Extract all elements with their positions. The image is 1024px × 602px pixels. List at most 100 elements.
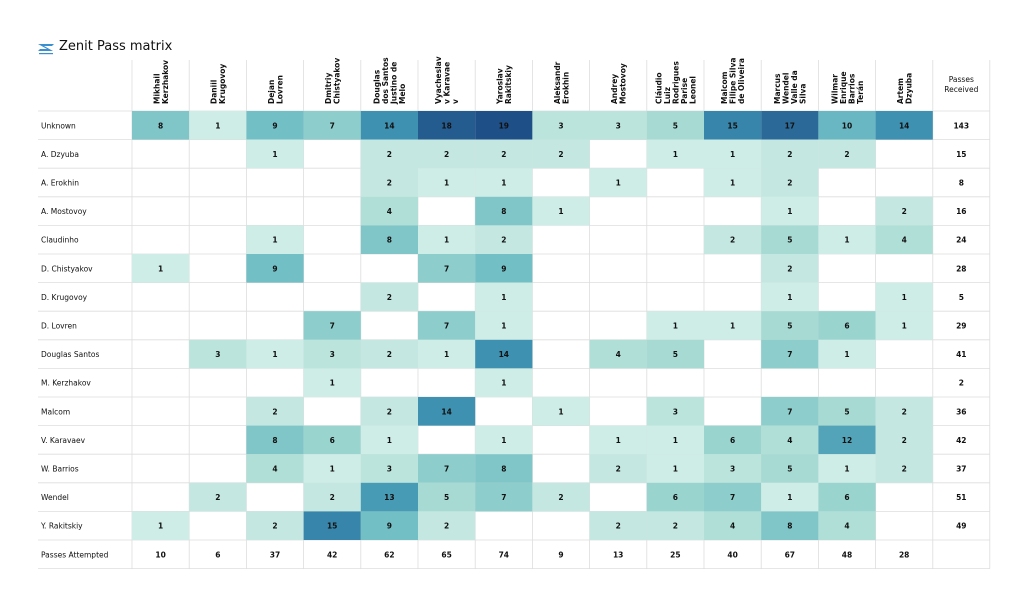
passes-received-value: 16 <box>956 207 966 216</box>
heatmap-cell <box>646 139 704 169</box>
heatmap-cell <box>418 511 476 540</box>
heatmap-cell <box>761 482 819 512</box>
heatmap-cell <box>360 454 418 483</box>
column-label: Justino de <box>390 62 399 105</box>
heatmap-cell <box>418 254 476 283</box>
heatmap-cell <box>704 111 762 140</box>
cell-value-label: 2 <box>844 150 849 159</box>
passes-attempted-value: 62 <box>384 550 394 559</box>
column-label: Kerzhakov <box>161 60 170 104</box>
cell-value-label: 18 <box>441 121 451 130</box>
row-label: Malcom <box>41 407 70 416</box>
column-label: Melo <box>398 84 407 104</box>
passes-received-header: Received <box>944 85 978 94</box>
heatmap-cell <box>303 368 361 397</box>
heatmap-cell <box>818 111 876 140</box>
cell-value-label: 1 <box>272 236 277 245</box>
cell-value-label: 2 <box>387 407 392 416</box>
heatmap-cell <box>761 254 819 283</box>
passes-attempted-value: 37 <box>270 550 280 559</box>
heatmap-cell <box>360 111 418 140</box>
heatmap-cell <box>818 425 876 455</box>
heatmap-cell <box>761 139 819 169</box>
cell-value-label: 2 <box>444 150 449 159</box>
column-label: Silva <box>799 84 808 105</box>
column-label: Erokhin <box>561 72 570 104</box>
heatmap-cell <box>303 111 361 140</box>
passes-attempted-value: 9 <box>558 550 563 559</box>
column-label: Rakitskiy <box>504 65 513 104</box>
row-label: D. Lovren <box>41 322 77 331</box>
row-label: M. Kerzhakov <box>41 379 91 388</box>
passes-attempted-label: Passes Attempted <box>41 550 109 559</box>
heatmap-cell <box>646 425 704 455</box>
row-label: D. Krugovoy <box>41 293 88 302</box>
cell-value-label: 1 <box>215 121 220 130</box>
cell-value-label: 3 <box>673 407 678 416</box>
cell-value-label: 4 <box>616 350 621 359</box>
cell-value-label: 7 <box>330 121 335 130</box>
passes-attempted-value: 67 <box>785 550 795 559</box>
passes-received-header: Passes <box>949 75 974 84</box>
cell-value-label: 6 <box>730 436 735 445</box>
heatmap-cell <box>418 482 476 512</box>
heatmap-cell <box>761 168 819 197</box>
heatmap-cell <box>818 311 876 340</box>
cell-value-label: 4 <box>902 236 907 245</box>
column-label: Wilmar <box>830 74 839 104</box>
heatmap-cell <box>704 511 762 540</box>
cell-value-label: 6 <box>844 493 849 502</box>
heatmap-cell <box>589 454 647 483</box>
cell-value-label: 1 <box>501 436 506 445</box>
cell-value-label: 5 <box>844 407 849 416</box>
cell-value-label: 2 <box>272 407 277 416</box>
cell-value-label: 1 <box>787 207 792 216</box>
cell-value-label: 1 <box>501 322 506 331</box>
heatmap-cell <box>589 425 647 455</box>
cell-value-label: 3 <box>616 121 621 130</box>
cell-value-label: 12 <box>842 436 852 445</box>
cell-value-label: 8 <box>501 465 506 474</box>
cell-value-label: 2 <box>215 493 220 502</box>
heatmap-cell <box>704 225 762 254</box>
passes-attempted-value: 25 <box>670 550 680 559</box>
heatmap-cell <box>246 425 304 455</box>
heatmap-cell <box>761 311 819 340</box>
column-label: Krugovoy <box>218 64 227 104</box>
cell-value-label: 1 <box>673 150 678 159</box>
cell-value-label: 1 <box>501 379 506 388</box>
heatmap-cell <box>589 168 647 197</box>
passes-received-value: 36 <box>956 407 966 416</box>
column-label: Enrique <box>839 71 848 104</box>
heatmap-cell <box>818 139 876 169</box>
heatmap-cell <box>818 225 876 254</box>
passes-attempted-value: 74 <box>499 550 509 559</box>
column-label: Vyacheslav <box>434 56 443 104</box>
column-label: Filipe Silva <box>729 58 738 104</box>
cell-value-label: 2 <box>902 436 907 445</box>
cell-value-label: 9 <box>272 264 277 273</box>
heatmap-cell <box>761 511 819 540</box>
cell-value-label: 7 <box>730 493 735 502</box>
passes-received-value: 8 <box>959 179 964 188</box>
heatmap-cell <box>475 254 533 283</box>
heatmap-cell <box>360 282 418 312</box>
heatmap-cell <box>303 425 361 455</box>
passes-received-value: 29 <box>956 322 966 331</box>
passes-attempted-value: 13 <box>613 550 623 559</box>
cell-value-label: 9 <box>501 264 506 273</box>
passes-received-value: 51 <box>956 493 966 502</box>
cell-value-label: 14 <box>441 407 451 416</box>
heatmap-cell <box>189 111 247 140</box>
row-label: Claudinho <box>41 236 79 245</box>
column-label: Wendel <box>782 73 791 104</box>
heatmap-cell <box>589 511 647 540</box>
zenit-logo-icon <box>38 44 54 55</box>
cell-value-label: 13 <box>384 493 394 502</box>
cell-value-label: 2 <box>787 150 792 159</box>
cell-value-label: 3 <box>558 121 563 130</box>
cell-value-label: 4 <box>272 465 277 474</box>
heatmap-cell <box>246 111 304 140</box>
heatmap-cell <box>418 339 476 369</box>
